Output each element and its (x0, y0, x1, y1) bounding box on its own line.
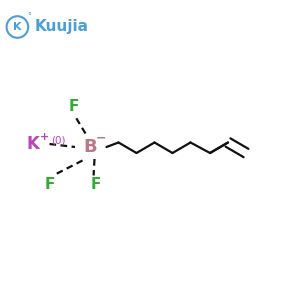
Text: K: K (13, 22, 22, 32)
Text: °: ° (28, 12, 31, 21)
Text: +: + (40, 131, 49, 142)
Text: F: F (44, 177, 55, 192)
Text: −: − (96, 131, 107, 145)
Text: B: B (83, 138, 97, 156)
Text: (0): (0) (51, 135, 66, 146)
Text: F: F (91, 177, 101, 192)
Text: K: K (27, 135, 39, 153)
Text: Kuujia: Kuujia (34, 20, 88, 34)
Text: F: F (68, 99, 79, 114)
